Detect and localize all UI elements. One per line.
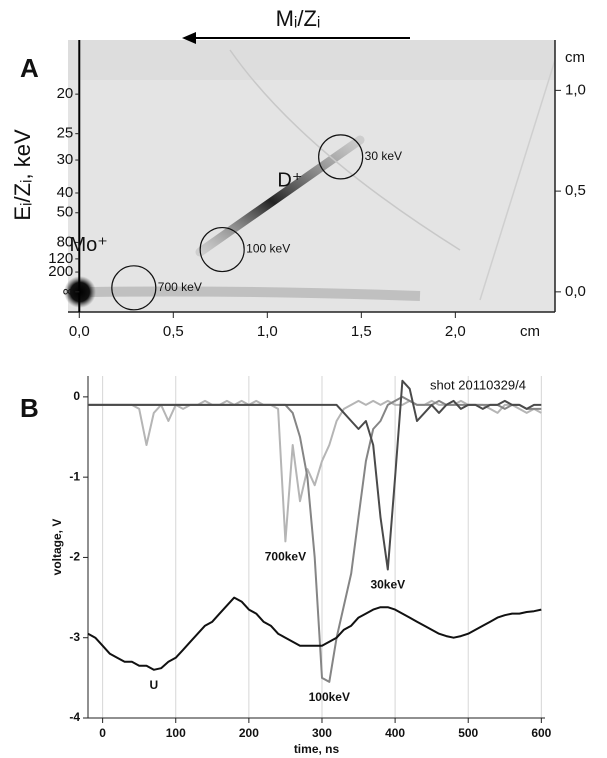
series-line [88,399,542,543]
energy-circle [199,226,245,273]
y-tick-label: 1,0 [565,81,586,98]
x-tick-label: 300 [312,726,332,740]
y-tick-label: -2 [69,550,80,564]
scratch [479,59,556,301]
series-label: 700keV [265,550,306,564]
y2-tick-label: 30 [57,151,74,168]
chart-title: shot 20110329/4 [430,377,526,392]
y2-tick-label: 50 [57,204,74,221]
x-tick-label: 2,0 [445,323,466,340]
y-tick-label: 0 [73,389,80,403]
panel-label: A [20,53,39,83]
y2-tick-label: 200 [48,263,73,280]
series-line [87,596,542,671]
y-tick-label: -3 [69,630,80,644]
y2-tick-label: 80 [57,233,74,250]
scratch [229,49,461,251]
panel-label: B [20,393,39,423]
series-label: 100keV [309,690,350,704]
y2-tick-label: 40 [57,184,74,201]
y2-tick-label: ∞ [63,283,74,300]
mass-arrow-label: Mᵢ/Zᵢ [276,6,321,31]
x-tick-label: 1,5 [351,323,372,340]
x-tick-label: 1,0 [257,323,278,340]
x-tick-label: 0 [99,726,106,740]
y-tick-label: 0,5 [565,182,586,199]
x-tick-label: 400 [385,726,405,740]
series-line [88,395,542,683]
x-tick-label: 0,5 [163,323,184,340]
energy-label: 100 keV [246,242,290,256]
energy-circle [111,265,157,311]
series-label: U [149,678,158,692]
image-shade [68,40,555,80]
y-axis-label: voltage, V [50,519,64,576]
y2-axis-label: Eᵢ/Zᵢ, keV [10,129,35,221]
x-axis-label: time, ns [294,742,340,756]
energy-label: 700 keV [158,280,202,294]
x-tick-label: 100 [166,726,186,740]
series-line [88,379,542,571]
y2-tick-label: 120 [48,250,73,267]
ion-label: Mo⁺ [70,234,108,256]
mass-arrowhead [182,32,196,44]
ion-label: D⁺ [277,169,302,191]
x-axis-label: cm [520,323,540,340]
x-tick-label: 500 [458,726,478,740]
y-tick-label: -1 [69,469,80,483]
series-label: 30keV [370,578,405,592]
y-axis-label: cm [565,49,585,66]
ion-streak [89,286,421,301]
x-tick-label: 0,0 [69,323,90,340]
x-tick-label: 600 [531,726,551,740]
x-tick-label: 200 [239,726,259,740]
y2-tick-label: 25 [57,125,74,142]
y2-tick-label: 20 [57,85,74,102]
energy-label: 30 keV [365,149,402,163]
y-tick-label: -4 [69,710,80,724]
energy-circle [318,134,364,180]
y-tick-label: 0,0 [565,283,586,300]
